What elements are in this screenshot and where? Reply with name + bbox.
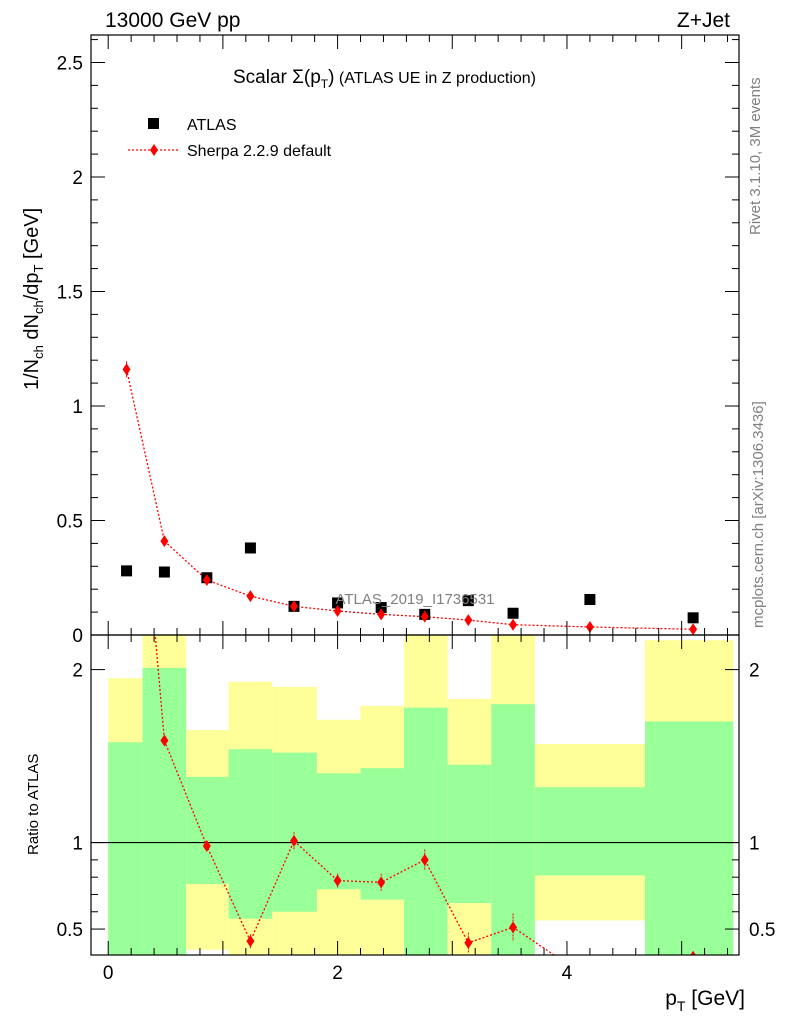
ratio-uncertainty-bands: [91, 635, 739, 955]
sherpa-point-3: [246, 590, 255, 603]
plot-title: Scalar Σ(pT) (ATLAS UE in Z production): [233, 67, 536, 91]
ratio-xtick-label-2: 4: [562, 963, 573, 984]
atlas-point-0: [121, 565, 133, 577]
process-label: Z+Jet: [677, 9, 730, 32]
ratio-ytick-label-left-1: 1: [72, 834, 83, 855]
green-band-bin-3: [228, 749, 273, 919]
analysis-watermark: ATLAS_2019_I1736531: [335, 591, 494, 608]
ratio-sherpa-point-6: [377, 876, 386, 889]
main-ytick-label-3: 1.5: [57, 282, 83, 303]
atlas-point-6: [375, 602, 387, 614]
legend-sherpa-label: Sherpa 2.2.9 default: [187, 143, 332, 160]
ratio-xtick-label-1: 2: [332, 963, 343, 984]
main-ylabel: 1/Nch dNch/dpT [GeV]: [21, 208, 46, 390]
legend: ATLAS Sherpa 2.2.9 default: [128, 117, 332, 160]
energy-label: 13000 GeV pp: [105, 9, 240, 32]
ratio-ytick-label-left-0: 0.5: [57, 920, 83, 941]
ratio-sherpa-point-7: [420, 853, 429, 866]
ratio-sherpa-point-8: [464, 936, 473, 949]
ratio-ytick-label-right-1: 1: [749, 834, 760, 855]
ratio-sherpa-point-3: [246, 935, 255, 948]
xaxis-label: pT [GeV]: [665, 987, 745, 1014]
main-ytick-label-4: 2: [72, 168, 83, 189]
ratio-ytick-label-right-0: 0.5: [749, 920, 775, 941]
atlas-point-10: [584, 594, 596, 606]
ratio-sherpa-point-2: [202, 840, 211, 853]
green-band-bin-0: [108, 742, 143, 955]
atlas-point-1: [158, 566, 170, 578]
sherpa-point-6: [377, 608, 386, 621]
ratio-sherpa-point-9: [509, 921, 518, 934]
ratio-sherpa-point-11: [690, 950, 696, 955]
rivet-version-label: Rivet 3.1.10, 3M events: [747, 77, 764, 235]
sherpa-point-9: [509, 618, 518, 631]
sherpa-point-7: [420, 610, 429, 623]
atlas-point-5: [332, 597, 344, 609]
ratio-sherpa-point-5: [333, 874, 342, 887]
sherpa-point-11: [689, 623, 698, 635]
ratio-ytick-label-right-2: 2: [749, 661, 760, 682]
ratio-xtick-label-0: 0: [103, 963, 114, 984]
ratio-ylabel: Ratio to ATLAS: [25, 754, 42, 855]
main-ytick-label-1: 0.5: [57, 511, 83, 532]
legend-atlas-label: ATLAS: [187, 117, 237, 134]
green-band-bin-4: [272, 752, 317, 912]
axes-ticks: 0 0.5 1 1.5 2 2.5 0 2 4 0.5 0.5 1 1 2 2: [57, 35, 775, 984]
main-sherpa-line: [125, 369, 694, 630]
legend-sherpa-marker: [150, 144, 158, 156]
ratio-plot-frame: [90, 634, 740, 956]
sherpa-point-10: [585, 620, 594, 633]
ratio-sherpa-point-1: [160, 734, 169, 747]
green-band-bin-11: [644, 721, 734, 955]
atlas-point-9: [507, 607, 519, 619]
sherpa-point-5: [333, 604, 342, 617]
green-band-bin-8: [447, 764, 492, 904]
green-band-bin-9: [491, 704, 535, 955]
sherpa-point-0: [122, 363, 131, 376]
sherpa-point-2: [202, 574, 211, 587]
main-ytick-label-2: 1: [72, 397, 83, 418]
ratio-sherpa-line: [154, 635, 556, 955]
ratio-ytick-label-left-2: 2: [72, 661, 83, 682]
mcplots-label: mcplots.cern.ch [arXiv:1306.3436]: [750, 401, 767, 628]
green-band-bin-6: [360, 768, 405, 900]
ratio-sherpa-point-4: [290, 834, 299, 847]
main-ytick-label-5: 2.5: [57, 53, 83, 74]
atlas-point-11: [687, 612, 699, 624]
green-band-bin-1: [142, 667, 187, 955]
main-series: [121, 361, 699, 635]
ratio-sherpa-point-10: [586, 973, 594, 985]
legend-atlas-marker: [148, 118, 159, 129]
sherpa-point-8: [464, 614, 473, 627]
atlas-point-3: [244, 542, 256, 554]
green-band-bin-5: [316, 773, 361, 890]
green-band-bin-7: [404, 707, 448, 955]
main-ytick-label-0: 0: [72, 626, 83, 647]
sherpa-point-4: [290, 600, 299, 613]
atlas-point-8: [462, 595, 474, 607]
ratio-series: [123, 300, 696, 985]
ratio-sherpa-point-0: [123, 300, 131, 312]
sherpa-point-1: [160, 535, 169, 548]
green-band-bin-10: [534, 787, 645, 876]
green-band-bin-2: [186, 776, 229, 885]
